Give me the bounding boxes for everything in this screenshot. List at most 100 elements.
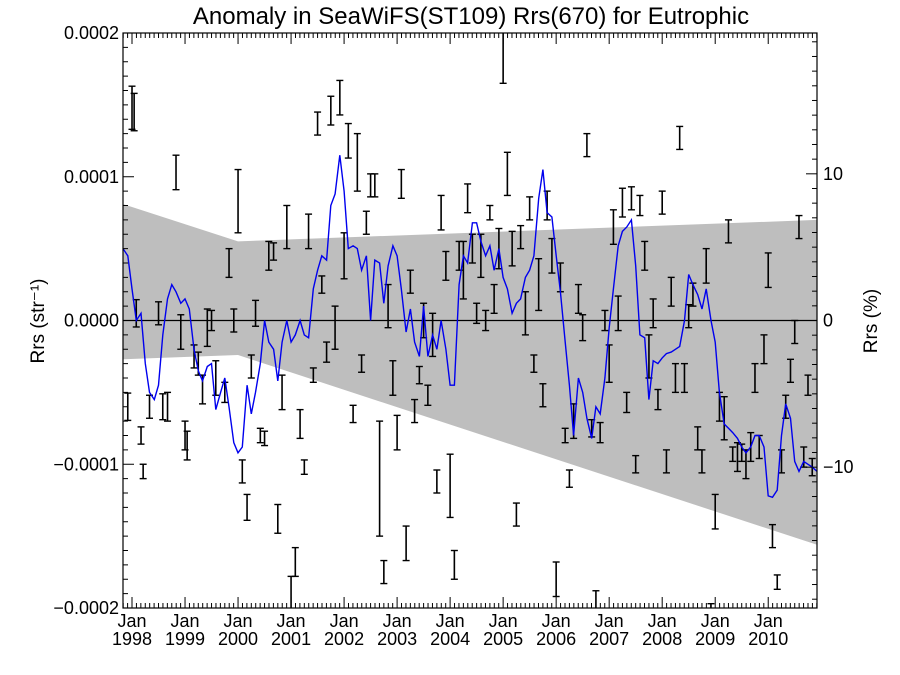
errorbar xyxy=(623,391,631,414)
errorbar xyxy=(768,523,776,549)
errorbar xyxy=(654,388,662,411)
errorbar xyxy=(247,354,255,379)
errorbar xyxy=(433,469,441,494)
errorbar xyxy=(667,276,675,307)
errorbar xyxy=(641,240,649,271)
errorbar xyxy=(371,173,379,198)
errorbar xyxy=(636,194,644,217)
x-tick-label-month: Jan xyxy=(542,611,571,631)
errorbar xyxy=(724,219,732,244)
x-tick-label-year: 2008 xyxy=(642,629,682,649)
errorbar xyxy=(183,430,191,461)
x-tick-label-year: 2005 xyxy=(483,629,523,649)
errorbar xyxy=(155,301,163,326)
x-tick-label-month: Jan xyxy=(754,611,783,631)
errorbar xyxy=(468,233,476,264)
errorbar xyxy=(671,362,679,394)
errorbar xyxy=(415,365,423,385)
errorbar xyxy=(662,449,670,474)
errorbar xyxy=(340,232,348,280)
errorbar xyxy=(261,430,269,447)
errorbar xyxy=(353,132,361,192)
errorbar xyxy=(331,305,339,350)
errorbar xyxy=(442,250,450,281)
errorbar xyxy=(130,92,138,132)
errorbar xyxy=(177,314,185,350)
errorbar xyxy=(729,446,737,463)
errorbar xyxy=(437,194,445,231)
x-tick-label-year: 2001 xyxy=(271,629,311,649)
errorbar xyxy=(397,168,405,200)
errorbar xyxy=(503,151,511,197)
x-tick-label-year: 1999 xyxy=(165,629,205,649)
errorbar xyxy=(208,309,216,332)
x-tick-label-year: 2007 xyxy=(589,629,629,649)
errorbar xyxy=(291,546,299,578)
y-axis-right: 10 0 −10 xyxy=(806,41,854,600)
errorbar xyxy=(164,391,172,422)
errorbar xyxy=(380,559,388,585)
errorbar xyxy=(300,459,308,476)
errorbar xyxy=(376,420,384,537)
errorbar xyxy=(393,414,401,451)
errorbar xyxy=(614,295,622,332)
errorbar xyxy=(230,308,238,333)
errorbar xyxy=(344,122,352,159)
errorbar xyxy=(786,358,794,384)
x-tick-label-year: 2002 xyxy=(324,629,364,649)
errorbar xyxy=(605,344,613,384)
y-tick-label-left: 0.0002 xyxy=(64,23,119,43)
x-tick-label-year: 1998 xyxy=(112,629,152,649)
errorbar xyxy=(367,173,375,198)
errorbar xyxy=(760,334,768,365)
y-tick-label-left: 0.0001 xyxy=(64,167,119,187)
x-tick-label-month: Jan xyxy=(330,611,359,631)
x-tick-label-month: Jan xyxy=(648,611,677,631)
y-axis-label-left: Rrs (str⁻¹) xyxy=(28,279,49,364)
x-tick-label-month: Jan xyxy=(277,611,306,631)
errorbar xyxy=(252,299,260,327)
x-tick-label-month: Jan xyxy=(171,611,200,631)
errorbar xyxy=(508,230,516,267)
errorbar xyxy=(627,186,635,211)
errorbar xyxy=(764,252,772,289)
errorbar xyxy=(791,319,799,345)
y-tick-label-left: −0.0002 xyxy=(53,598,119,618)
errorbar xyxy=(402,525,410,562)
y-tick-label-left: −0.0001 xyxy=(53,454,119,474)
errorbar xyxy=(517,224,525,250)
errorbar xyxy=(680,362,688,394)
x-tick-label-year: 2009 xyxy=(695,629,735,649)
errorbar xyxy=(327,95,335,126)
errorbar xyxy=(795,214,803,240)
errorbar xyxy=(482,309,490,332)
errorbar xyxy=(283,204,291,250)
errorbar xyxy=(256,427,264,444)
errorbar xyxy=(702,247,710,284)
errorbar xyxy=(446,453,454,519)
errorbar xyxy=(698,449,706,474)
errorbar xyxy=(212,360,220,396)
errorbar xyxy=(574,283,582,315)
plot-area xyxy=(122,32,818,609)
errorbar xyxy=(565,469,573,488)
errorbar xyxy=(473,302,481,325)
chart-title: Anomaly in SeaWiFS(ST109) Rrs(670) for E… xyxy=(193,3,749,30)
anomaly-line xyxy=(122,155,818,499)
x-tick-label-year: 2006 xyxy=(536,629,576,649)
x-tick-label-year: 2004 xyxy=(430,629,470,649)
errorbar xyxy=(579,314,587,342)
errorbar xyxy=(486,204,494,221)
errorbar xyxy=(424,384,432,407)
x-tick-label-month: Jan xyxy=(489,611,518,631)
errorbar xyxy=(601,309,609,332)
y-axis-label-right: Rrs (%) xyxy=(861,289,882,353)
errorbar xyxy=(596,421,604,444)
errorbar xyxy=(539,383,547,408)
errorbar xyxy=(658,190,666,215)
errorbar xyxy=(323,341,331,363)
errorbar xyxy=(318,275,326,294)
x-tick-label-year: 2010 xyxy=(748,629,788,649)
errorbar xyxy=(649,298,657,329)
errorbar xyxy=(296,408,304,440)
